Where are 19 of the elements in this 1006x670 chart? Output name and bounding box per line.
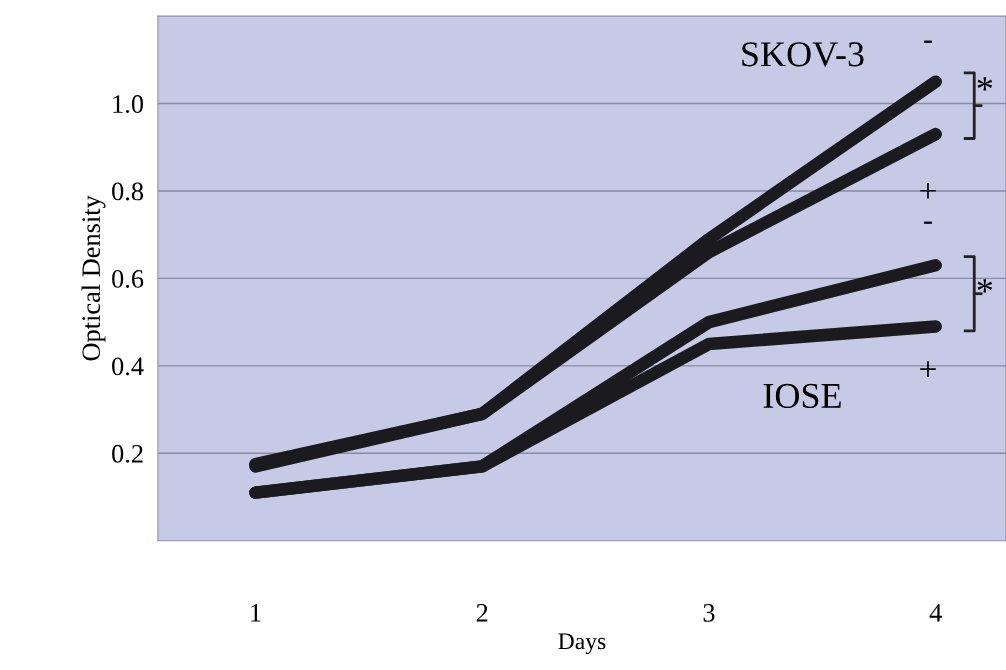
annotation: +	[920, 361, 936, 377]
annotation: -	[924, 40, 932, 43]
y-tick-label: 0.2	[112, 444, 143, 463]
x-axis-title: Days	[558, 633, 606, 655]
annotation: *	[977, 279, 993, 293]
annotation: +	[920, 183, 936, 199]
x-tick-label: 2	[476, 604, 488, 622]
y-tick-label: 1.0	[113, 95, 144, 114]
annotation: *	[977, 77, 993, 91]
x-tick-label: 3	[703, 604, 715, 622]
annotation: SKOV-3	[742, 42, 864, 67]
y-tick-label: 0.4	[112, 357, 144, 376]
x-tick-label: 1	[251, 604, 261, 622]
annotation: IOSE	[763, 383, 841, 409]
annotation: -	[924, 221, 932, 224]
y-tick-label: 0.8	[112, 182, 144, 201]
x-tick-label: 4	[929, 604, 942, 622]
y-axis-title: Optical Density	[81, 195, 106, 361]
y-tick-label: 0.6	[112, 269, 144, 288]
